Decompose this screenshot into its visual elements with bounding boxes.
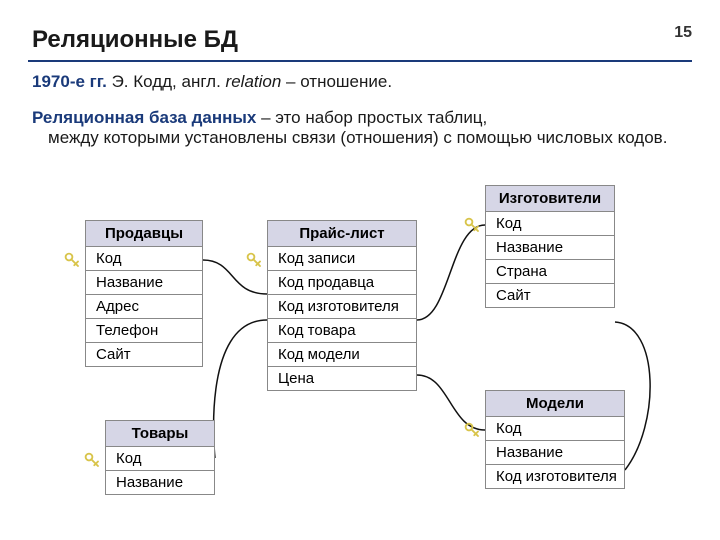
entity-goods: ТоварыКодНазвание bbox=[105, 420, 215, 495]
entity-goods-header: Товары bbox=[106, 421, 214, 447]
intro-relation-word: relation bbox=[226, 72, 282, 91]
page-title: Реляционные БД bbox=[32, 26, 238, 54]
intro-author: Э. Кодд, англ. bbox=[107, 72, 226, 91]
key-icon bbox=[83, 451, 101, 469]
entity-goods-field: Название bbox=[106, 471, 214, 494]
entity-pricelist-field: Цена bbox=[268, 367, 416, 390]
definition-rest2: между которыми установлены связи (отноше… bbox=[32, 128, 688, 148]
entity-pricelist-field: Код записи bbox=[268, 247, 416, 271]
title-underline bbox=[28, 60, 692, 62]
entity-sellers-field: Сайт bbox=[86, 343, 202, 366]
key-icon bbox=[463, 421, 481, 439]
entity-manufacturers: ИзготовителиКодНазваниеСтранаСайт bbox=[485, 185, 615, 308]
key-icon bbox=[463, 216, 481, 234]
entity-manufacturers-field: Сайт bbox=[486, 284, 614, 307]
entity-sellers-field: Код bbox=[86, 247, 202, 271]
intro-rest: – отношение. bbox=[281, 72, 392, 91]
intro-year: 1970-е гг. bbox=[32, 72, 107, 91]
entity-pricelist-field: Код продавца bbox=[268, 271, 416, 295]
entity-models-field: Код изготовителя bbox=[486, 465, 624, 488]
entity-sellers-field: Телефон bbox=[86, 319, 202, 343]
entity-pricelist-field: Код модели bbox=[268, 343, 416, 367]
definition: Реляционная база данных – это набор прос… bbox=[32, 108, 688, 148]
key-icon bbox=[245, 251, 263, 269]
entity-sellers-header: Продавцы bbox=[86, 221, 202, 247]
entity-pricelist-field: Код товара bbox=[268, 319, 416, 343]
intro-line: 1970-е гг. Э. Кодд, англ. relation – отн… bbox=[32, 72, 688, 92]
connector bbox=[214, 320, 267, 458]
entity-manufacturers-field: Название bbox=[486, 236, 614, 260]
entity-manufacturers-header: Изготовители bbox=[486, 186, 614, 212]
entity-sellers-field: Адрес bbox=[86, 295, 202, 319]
entity-goods-field: Код bbox=[106, 447, 214, 471]
definition-term: Реляционная база данных bbox=[32, 108, 256, 127]
entity-manufacturers-field: Страна bbox=[486, 260, 614, 284]
entity-models-header: Модели bbox=[486, 391, 624, 417]
entity-pricelist-field: Код изготовителя bbox=[268, 295, 416, 319]
entity-sellers: ПродавцыКодНазваниеАдресТелефонСайт bbox=[85, 220, 203, 367]
key-icon bbox=[63, 251, 81, 269]
entity-models-field: Название bbox=[486, 441, 624, 465]
page-number: 15 bbox=[674, 24, 692, 42]
entity-manufacturers-field: Код bbox=[486, 212, 614, 236]
entity-pricelist: Прайс-листКод записиКод продавцаКод изго… bbox=[267, 220, 417, 391]
entity-pricelist-header: Прайс-лист bbox=[268, 221, 416, 247]
entity-sellers-field: Название bbox=[86, 271, 202, 295]
entity-models: МоделиКодНазваниеКод изготовителя bbox=[485, 390, 625, 489]
connector bbox=[417, 225, 485, 320]
entity-models-field: Код bbox=[486, 417, 624, 441]
definition-rest1: – это набор простых таблиц, bbox=[256, 108, 487, 127]
